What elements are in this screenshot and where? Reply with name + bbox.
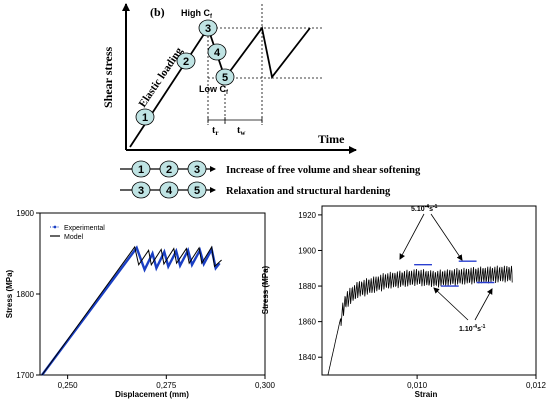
left-y-tick-label: 1700 (16, 371, 34, 380)
svg-text:1: 1 (142, 112, 148, 124)
left-chart-ticks: 1700 1800 1900 0,250 0,275 0,300 (16, 209, 275, 390)
svg-text:3: 3 (194, 164, 200, 176)
left-series-experimental (41, 245, 221, 376)
right-y-axis-label: Stress (MPa) (261, 265, 270, 314)
point-bubble-4: 4 (207, 43, 227, 61)
right-chart-ticks: 1840 1860 1880 1900 1920 0,010 0,012 (298, 211, 546, 390)
panel-label: (b) (150, 5, 165, 19)
left-chart: 1700 1800 1900 0,250 0,275 0,300 Stress (MPa)… (5, 209, 276, 399)
annotation-low-arrow-left (433, 287, 469, 321)
point-bubble-1: 1 (135, 108, 155, 126)
point-bubble-2: 2 (176, 52, 196, 70)
right-y-tick-label: 1920 (298, 211, 316, 220)
tr-label: tr (212, 125, 218, 137)
left-y-tick-label: 1900 (16, 209, 34, 218)
right-chart-frame (321, 205, 537, 376)
right-y-tick-label: 1840 (298, 353, 316, 362)
right-chart-plateau-bars (414, 260, 495, 287)
left-y-axis-label: Stress (MPa) (5, 269, 14, 318)
legend-text-hardening: Relaxation and structural hardening (226, 186, 391, 197)
annotation-high-rate: 5.10-4s-1 (411, 204, 438, 213)
right-y-tick-label: 1880 (298, 282, 316, 291)
schematic-x-label: Time (318, 132, 345, 146)
point-bubble-3: 3 (198, 19, 218, 37)
legend-text-softening: Increase of free volume and shear soften… (226, 165, 421, 176)
svg-text:2: 2 (183, 56, 189, 68)
left-series-model (41, 245, 222, 376)
legend-sequence-hardening: 3 4 5 Relaxation and structural hardenin… (120, 181, 391, 199)
legend-model-label: Model (64, 234, 84, 241)
legend-experimental-label: Experimental (64, 225, 105, 232)
left-chart-legend: Experimental Model (50, 225, 105, 241)
svg-text:4: 4 (214, 47, 221, 59)
annotation-high-arrow-right (430, 213, 463, 261)
svg-text:3: 3 (205, 23, 211, 35)
right-x-tick-label: 0,010 (407, 381, 428, 390)
svg-text:5: 5 (222, 72, 228, 84)
svg-text:1: 1 (138, 164, 144, 176)
left-x-tick-label: 0,250 (58, 381, 79, 390)
right-chart: 1840 1860 1880 1900 1920 0,010 0,012 Stress (M… (261, 204, 547, 399)
left-y-tick-label: 1800 (16, 290, 34, 299)
schematic-panel: (b) Shear stress Time tr tw Elastic load… (101, 3, 421, 199)
schematic-y-label: Shear stress (101, 46, 115, 108)
svg-text:2: 2 (166, 164, 172, 176)
annotation-low-rate: 1.10-4s-1 (459, 324, 486, 333)
annotation-high-arrow-left (399, 213, 425, 260)
annotation-low-arrow-right (474, 288, 493, 321)
left-chart-series (41, 245, 222, 376)
left-x-tick-label: 0,300 (255, 381, 276, 390)
high-cf-label: High Cf (181, 8, 213, 20)
left-x-tick-label: 0,275 (156, 381, 177, 390)
left-x-axis-label: Displacement (mm) (115, 390, 189, 399)
tw-label: tw (237, 125, 246, 137)
schematic-stress-curve (129, 25, 311, 148)
svg-text:4: 4 (166, 185, 173, 197)
svg-text:5: 5 (194, 185, 200, 197)
low-cf-label: Low Cf (199, 84, 229, 96)
right-y-tick-label: 1860 (298, 318, 316, 327)
right-x-tick-label: 0,012 (526, 381, 547, 390)
point-bubble-5: 5 (215, 68, 235, 86)
legend-sequence-softening: 1 2 3 Increase of free volume and shear … (120, 160, 421, 178)
right-x-axis-label: Strain (415, 390, 438, 399)
right-y-tick-label: 1900 (298, 246, 316, 255)
svg-text:3: 3 (138, 185, 144, 197)
